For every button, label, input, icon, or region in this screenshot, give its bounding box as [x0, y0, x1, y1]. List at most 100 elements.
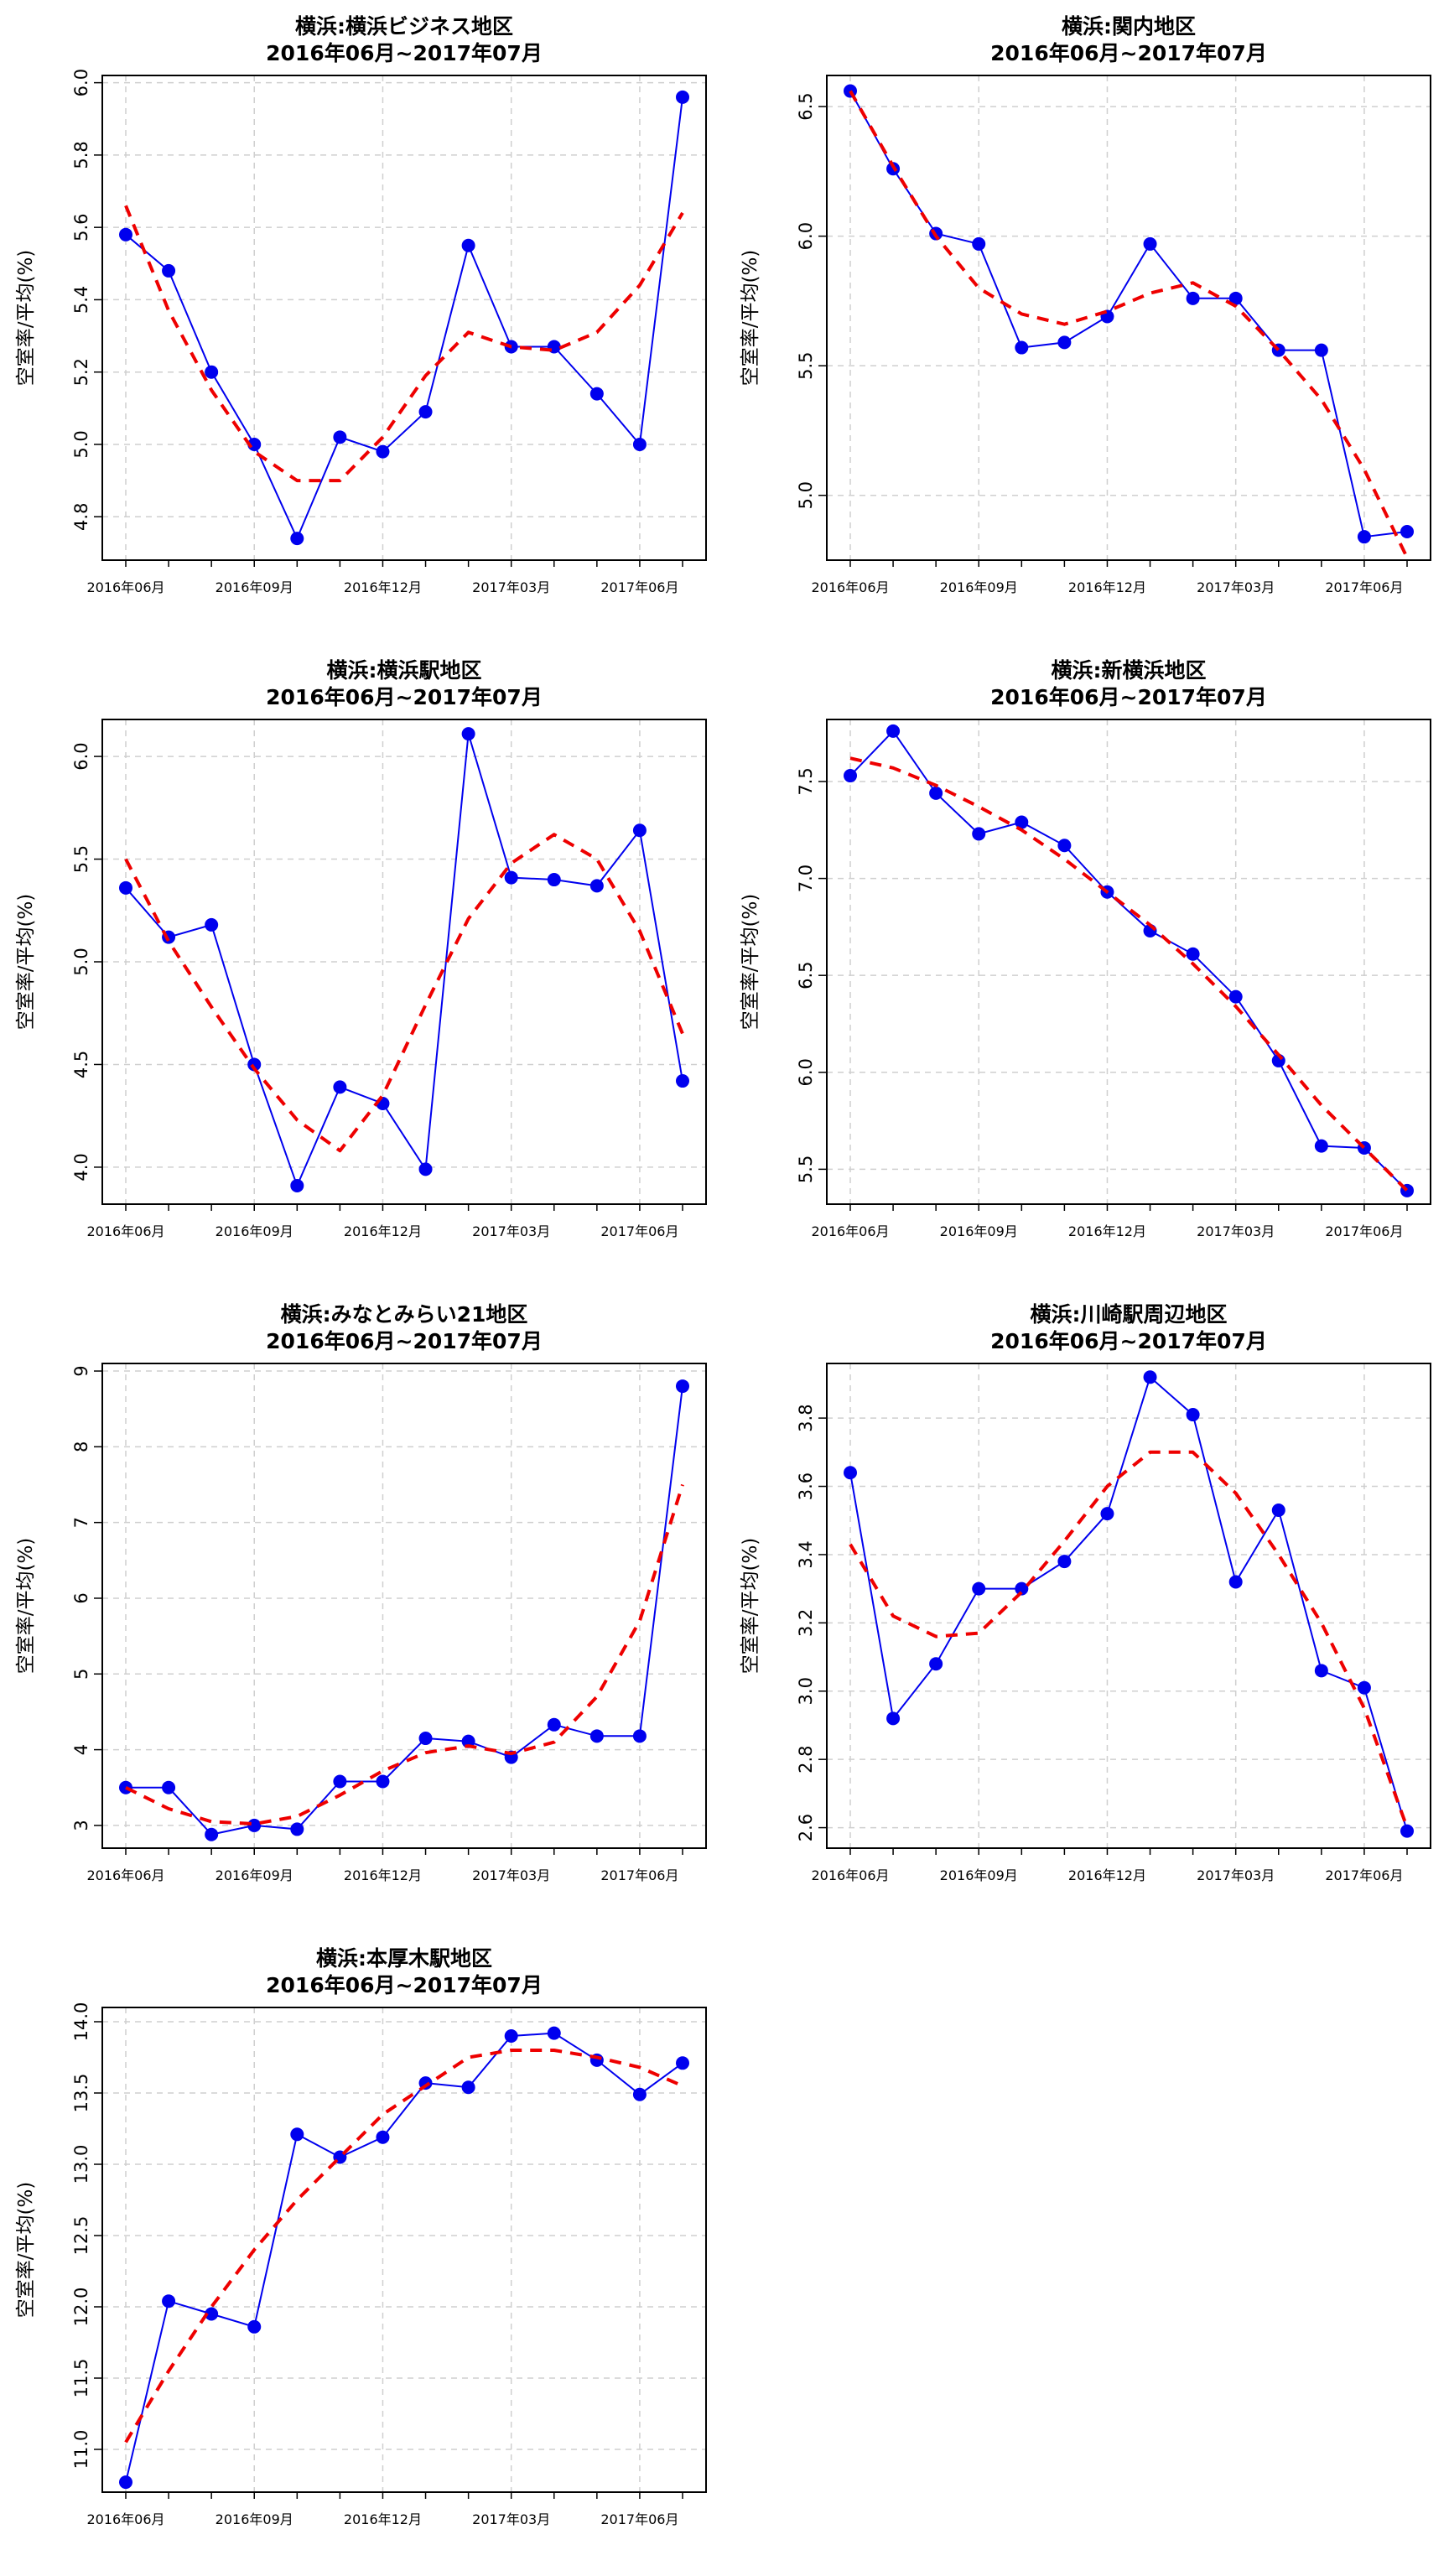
y-tick-label: 11.0 — [71, 2430, 91, 2470]
x-tick-label: 2017年03月 — [472, 579, 550, 595]
data-point — [929, 1657, 943, 1671]
data-point — [1057, 335, 1072, 350]
y-axis-label: 空室率/平均(%) — [740, 250, 761, 387]
x-tick-label: 2017年06月 — [600, 1867, 678, 1883]
vacancy-rate-line — [849, 91, 1408, 538]
y-tick-label: 13.5 — [71, 2074, 91, 2113]
vacancy-rate-line — [849, 1375, 1408, 1831]
plot-frame — [826, 719, 1431, 1205]
chart-title: 横浜:川崎駅周辺地区 — [1031, 1302, 1228, 1327]
x-tick-label: 2016年09月 — [216, 1223, 293, 1239]
x-tick-label: 2016年06月 — [86, 2511, 164, 2527]
data-point — [205, 1827, 219, 1841]
x-tick-label: 2016年12月 — [344, 1223, 422, 1239]
data-point — [1015, 1581, 1029, 1596]
chart-subtitle: 2016年06月~2017年07月 — [266, 41, 543, 65]
y-tick-label: 4 — [71, 1744, 91, 1755]
x-tick-label: 2016年09月 — [940, 1867, 1018, 1883]
y-tick-label: 3.8 — [796, 1404, 816, 1431]
y-tick-label: 11.5 — [71, 2359, 91, 2398]
chart-subtitle: 2016年06月~2017年07月 — [990, 1329, 1267, 1353]
y-tick-label: 6.5 — [796, 92, 816, 120]
y-tick-label: 6.0 — [71, 69, 91, 96]
x-tick-label: 2017年06月 — [1325, 1867, 1403, 1883]
data-point — [376, 2130, 390, 2144]
data-point — [461, 2080, 475, 2095]
data-point — [632, 1729, 647, 1743]
y-tick-label: 7 — [71, 1517, 91, 1528]
chart-title: 横浜:新横浜地区 — [1052, 658, 1207, 683]
data-point — [333, 1774, 347, 1789]
x-tick-label: 2016年09月 — [940, 579, 1018, 595]
data-point — [247, 1057, 262, 1072]
x-tick-label: 2017年03月 — [1197, 1867, 1275, 1883]
x-tick-label: 2016年12月 — [1068, 579, 1146, 595]
plot-frame — [826, 75, 1431, 561]
x-tick-label: 2016年09月 — [216, 2511, 293, 2527]
data-point — [119, 2475, 132, 2490]
chart-panel: 横浜:横浜ビジネス地区 2016年06月~2017年07月 4.8 5.0 5.2 5.4… — [0, 0, 724, 644]
chart-panel: 横浜:本厚木駅地区 2016年06月~2017年07月 11.0 11.5 12.0 12… — [0, 1932, 724, 2576]
y-tick-label: 6 — [71, 1592, 91, 1603]
y-tick-label: 3.6 — [796, 1472, 816, 1500]
data-point — [504, 870, 518, 885]
data-point — [844, 769, 857, 783]
data-point — [1186, 947, 1200, 961]
y-tick-label: 13.0 — [71, 2145, 91, 2184]
data-point — [1400, 1824, 1414, 1838]
data-point — [418, 405, 433, 419]
data-point — [247, 1818, 262, 1832]
chart-subtitle: 2016年06月~2017年07月 — [266, 1329, 543, 1353]
plot-frame — [101, 75, 707, 561]
data-point — [1143, 236, 1157, 251]
chart-subtitle: 2016年06月~2017年07月 — [990, 685, 1267, 709]
data-point — [676, 1379, 689, 1394]
x-tick-label: 2017年06月 — [600, 1223, 678, 1239]
y-axis-label: 空室率/平均(%) — [15, 894, 37, 1031]
data-point — [333, 1080, 347, 1094]
data-point — [418, 1162, 433, 1176]
data-point — [547, 2026, 561, 2040]
y-axis-label: 空室率/平均(%) — [740, 894, 761, 1031]
x-tick-label: 2017年03月 — [1197, 579, 1275, 595]
y-tick-label: 6.0 — [796, 222, 816, 250]
data-point — [461, 238, 475, 252]
y-tick-label: 5.0 — [71, 430, 91, 458]
data-point — [972, 1581, 986, 1596]
data-point — [547, 873, 561, 887]
smoothed-trend-line — [849, 756, 1409, 1192]
data-point — [119, 227, 132, 242]
data-point — [247, 437, 262, 451]
data-point — [376, 444, 390, 459]
x-tick-label: 2016年06月 — [86, 1867, 164, 1883]
data-point — [1143, 1370, 1157, 1384]
data-point — [886, 1711, 901, 1726]
y-tick-label: 12.5 — [71, 2216, 91, 2256]
data-point — [162, 2294, 176, 2309]
x-tick-label: 2016年12月 — [344, 2511, 422, 2527]
y-tick-label: 6.5 — [796, 961, 816, 989]
plot-frame — [826, 1363, 1431, 1849]
y-tick-label: 6.0 — [71, 742, 91, 770]
data-point — [247, 2319, 262, 2334]
data-point — [290, 532, 304, 546]
y-tick-label: 7.5 — [796, 767, 816, 795]
vacancy-rate-line — [126, 1385, 683, 1836]
y-tick-label: 3 — [71, 1820, 91, 1831]
data-point — [1400, 525, 1414, 538]
data-point — [1057, 839, 1072, 853]
data-point — [676, 2056, 689, 2070]
smoothed-trend-line — [124, 2049, 683, 2444]
x-tick-label: 2016年09月 — [216, 1867, 293, 1883]
y-tick-label: 5.0 — [71, 948, 91, 975]
data-point — [205, 2307, 219, 2321]
chart-subtitle: 2016年06月~2017年07月 — [266, 1973, 543, 1997]
x-tick-label: 2016年06月 — [86, 579, 164, 595]
y-tick-label: 3.0 — [796, 1677, 816, 1705]
y-tick-label: 4.0 — [71, 1153, 91, 1181]
smoothed-trend-line — [849, 90, 1409, 558]
